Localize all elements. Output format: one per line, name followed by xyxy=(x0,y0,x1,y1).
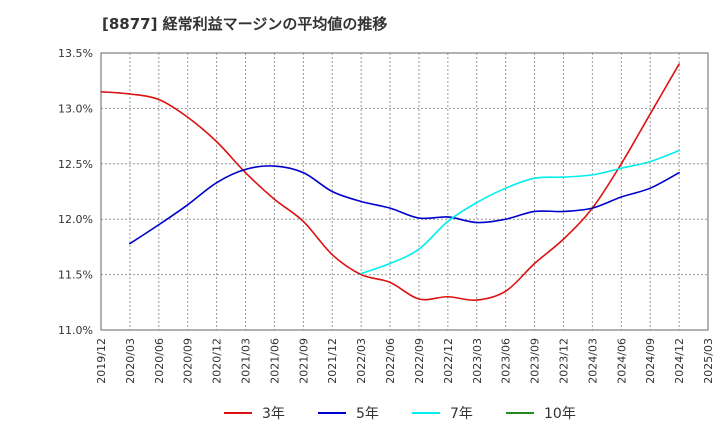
y-tick-label: 11.0% xyxy=(58,324,93,337)
y-tick-label: 11.5% xyxy=(58,269,93,282)
y-tick-label: 13.0% xyxy=(58,102,93,115)
x-tick-label: 2022/12 xyxy=(442,338,455,384)
x-tick-label: 2020/03 xyxy=(124,338,137,384)
legend-label: 10年 xyxy=(544,406,576,422)
legend-label: 3年 xyxy=(262,406,285,422)
x-tick-label: 2020/09 xyxy=(182,338,195,384)
x-tick-label: 2023/12 xyxy=(557,338,570,384)
x-tick-label: 2023/03 xyxy=(471,338,484,384)
legend: 3年 5年 7年 10年 xyxy=(224,406,576,422)
x-tick-label: 2024/12 xyxy=(673,338,686,384)
chart-title: [8877] 経常利益マージンの平均値の推移 xyxy=(102,15,388,33)
y-axis: 13.5% 13.0% 12.5% 12.0% 11.5% 11.0% xyxy=(58,47,93,337)
x-tick-label: 2021/06 xyxy=(268,338,281,384)
x-axis: 2019/12 2020/03 2020/06 2020/09 2020/12 2021/… xyxy=(95,338,715,384)
x-tick-label: 2021/03 xyxy=(240,338,253,384)
series-lines xyxy=(100,63,680,302)
series-line-3年 xyxy=(100,63,680,302)
x-tick-label: 2019/12 xyxy=(95,338,108,384)
legend-label: 5年 xyxy=(356,406,379,422)
y-tick-label: 12.5% xyxy=(58,158,93,171)
x-tick-label: 2025/03 xyxy=(702,338,715,384)
x-tick-label: 2021/09 xyxy=(297,338,310,384)
plot-frame xyxy=(100,52,709,331)
x-tick-label: 2024/06 xyxy=(615,338,628,384)
y-tick-label: 12.0% xyxy=(58,213,93,226)
x-tick-label: 2023/09 xyxy=(529,338,542,384)
x-tick-label: 2020/06 xyxy=(153,338,166,384)
x-tick-label: 2022/03 xyxy=(355,338,368,384)
grid xyxy=(101,53,708,330)
series-line-5年 xyxy=(129,165,680,245)
x-tick-label: 2021/12 xyxy=(326,338,339,384)
x-tick-label: 2022/09 xyxy=(413,338,426,384)
x-tick-label: 2022/06 xyxy=(384,338,397,384)
y-tick-label: 13.5% xyxy=(58,47,93,60)
x-tick-label: 2024/09 xyxy=(644,338,657,384)
x-tick-label: 2023/06 xyxy=(500,338,513,384)
x-tick-label: 2020/12 xyxy=(211,338,224,384)
series-line-7年 xyxy=(360,149,680,275)
plot-area xyxy=(101,53,708,330)
x-tick-label: 2024/03 xyxy=(586,338,599,384)
legend-label: 7年 xyxy=(450,406,473,422)
